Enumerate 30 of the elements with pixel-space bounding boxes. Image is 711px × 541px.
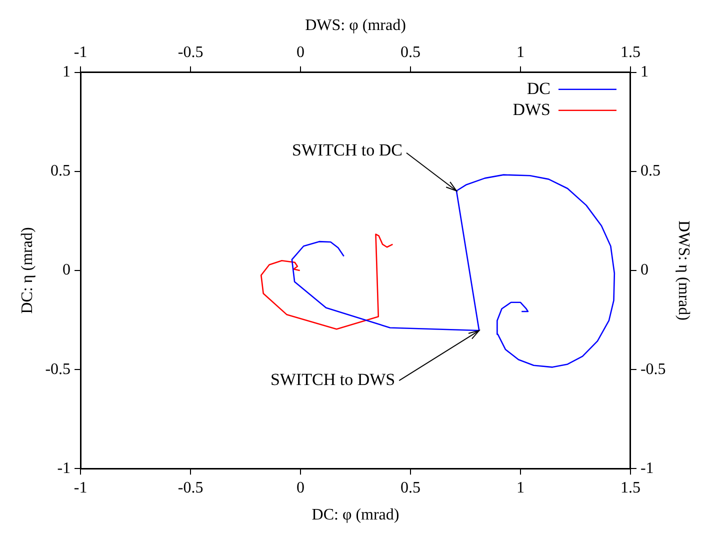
x-tick-label: 0.5 bbox=[400, 479, 420, 496]
x-tick-label: 0 bbox=[296, 479, 305, 496]
x2-tick-label: -0.5 bbox=[178, 44, 204, 62]
y-tick-label: -1 bbox=[57, 460, 71, 477]
y2-tick-label: 1 bbox=[640, 64, 648, 81]
x2-tick-label: 0 bbox=[296, 44, 305, 62]
y-tick-label: -0.5 bbox=[45, 360, 71, 378]
x2-axis-title: DWS: φ (mrad) bbox=[305, 16, 406, 34]
y2-tick-label: -0.5 bbox=[640, 360, 666, 378]
annotation: SWITCH to DC bbox=[292, 140, 402, 160]
y-tick-label: 0 bbox=[62, 262, 71, 279]
y-axis-title: DC: η (mrad) bbox=[18, 227, 36, 314]
x2-tick-label: 1.5 bbox=[620, 44, 640, 62]
legend-label: DC bbox=[526, 78, 550, 98]
y2-axis-title: DWS: η (mrad) bbox=[675, 220, 692, 320]
x-tick-label: 1 bbox=[516, 479, 524, 496]
x2-tick-label: 1 bbox=[516, 44, 524, 62]
legend-label: DWS bbox=[512, 100, 550, 119]
annotation: SWITCH to DWS bbox=[270, 370, 396, 389]
x2-tick-label: -1 bbox=[74, 44, 88, 62]
x-tick-label: 1.5 bbox=[620, 479, 640, 496]
y2-tick-label: 0 bbox=[640, 262, 648, 279]
x-tick-label: -0.5 bbox=[178, 479, 204, 496]
x-tick-label: -1 bbox=[74, 479, 88, 496]
y2-tick-label: -1 bbox=[640, 460, 654, 477]
x-axis-title: DC: φ (mrad) bbox=[312, 506, 400, 524]
x2-tick-label: 0.5 bbox=[400, 44, 420, 62]
y2-tick-label: 0.5 bbox=[640, 162, 660, 180]
y-tick-label: 1 bbox=[62, 64, 71, 81]
y-tick-label: 0.5 bbox=[50, 162, 71, 180]
